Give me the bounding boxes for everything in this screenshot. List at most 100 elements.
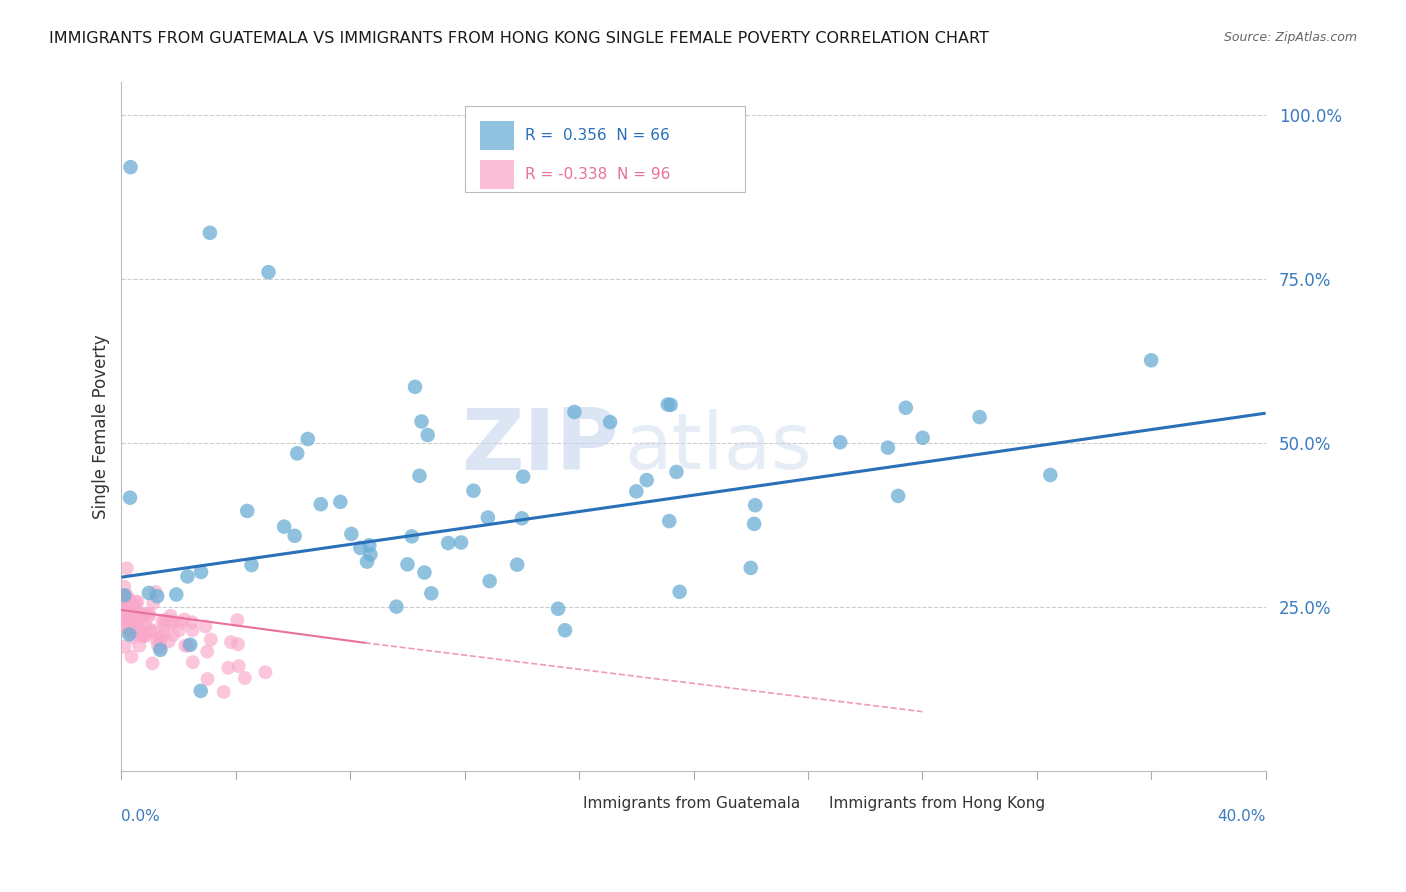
FancyBboxPatch shape	[465, 106, 745, 192]
Point	[115, 561, 138, 575]
Point	[112, 620, 135, 634]
Text: R =  0.356  N = 66: R = 0.356 N = 66	[526, 128, 671, 143]
Point	[157, 634, 180, 648]
Point	[118, 599, 141, 614]
Point	[385, 599, 408, 614]
Point	[115, 610, 138, 624]
Point	[636, 473, 658, 487]
Point	[125, 621, 148, 635]
Point	[830, 435, 852, 450]
Point	[181, 623, 204, 637]
Point	[114, 601, 136, 615]
Point	[359, 547, 381, 561]
Point	[665, 465, 688, 479]
Point	[506, 558, 529, 572]
Point	[120, 614, 142, 628]
Point	[554, 624, 576, 638]
Point	[115, 589, 138, 603]
Point	[181, 615, 204, 630]
Bar	[479, 160, 513, 189]
Point	[657, 397, 679, 411]
Point	[159, 608, 181, 623]
Point	[148, 632, 170, 646]
Point	[134, 629, 156, 643]
Point	[121, 621, 143, 635]
Point	[125, 606, 148, 620]
Point	[125, 621, 148, 635]
Point	[112, 617, 135, 632]
Text: atlas: atlas	[624, 409, 813, 485]
Point	[120, 625, 142, 640]
Point	[120, 615, 142, 629]
Point	[626, 484, 648, 499]
Point	[120, 606, 142, 620]
Text: IMMIGRANTS FROM GUATEMALA VS IMMIGRANTS FROM HONG KONG SINGLE FEMALE POVERTY COR: IMMIGRANTS FROM GUATEMALA VS IMMIGRANTS …	[49, 31, 988, 46]
Point	[150, 614, 173, 628]
Point	[740, 561, 762, 575]
Point	[411, 415, 433, 429]
Point	[396, 558, 419, 572]
Text: Immigrants from Guatemala: Immigrants from Guatemala	[582, 797, 800, 811]
Point	[162, 628, 184, 642]
Bar	[479, 121, 513, 150]
Point	[138, 607, 160, 621]
Point	[911, 431, 934, 445]
Point	[179, 638, 201, 652]
Point	[477, 510, 499, 524]
Point	[112, 590, 135, 604]
Point	[236, 504, 259, 518]
Point	[120, 598, 142, 612]
Point	[155, 613, 177, 627]
Text: ZIP: ZIP	[461, 406, 619, 489]
Point	[138, 586, 160, 600]
Text: R = -0.338  N = 96: R = -0.338 N = 96	[526, 167, 671, 182]
Point	[195, 644, 218, 658]
Point	[118, 593, 141, 607]
Point	[478, 574, 501, 588]
Point	[401, 529, 423, 543]
Point	[120, 616, 142, 631]
Point	[125, 596, 148, 610]
Point	[181, 655, 204, 669]
Point	[173, 613, 195, 627]
Point	[149, 640, 172, 655]
Point	[284, 529, 307, 543]
Point	[129, 607, 152, 621]
Point	[177, 639, 200, 653]
Point	[742, 516, 765, 531]
Point	[340, 527, 363, 541]
Point	[413, 566, 436, 580]
Point	[153, 626, 176, 640]
Point	[510, 511, 533, 525]
Point	[894, 401, 917, 415]
Point	[114, 590, 136, 604]
Point	[744, 498, 766, 512]
Point	[254, 665, 277, 680]
Point	[112, 640, 135, 654]
Point	[135, 619, 157, 633]
Point	[416, 428, 439, 442]
Point	[120, 649, 142, 664]
Point	[969, 410, 991, 425]
Point	[226, 637, 249, 651]
Point	[115, 599, 138, 613]
Point	[118, 623, 141, 637]
Point	[121, 631, 143, 645]
Point	[190, 565, 212, 579]
Text: 0.0%: 0.0%	[121, 808, 160, 823]
Point	[309, 497, 332, 511]
Point	[131, 625, 153, 640]
Point	[658, 514, 681, 528]
Point	[150, 629, 173, 643]
Point	[131, 629, 153, 643]
Point	[112, 589, 135, 603]
Bar	[796, 794, 821, 814]
Point	[212, 685, 235, 699]
Point	[420, 586, 443, 600]
Point	[176, 569, 198, 583]
Point	[162, 615, 184, 630]
Point	[142, 596, 165, 610]
Point	[463, 483, 485, 498]
Point	[141, 657, 163, 671]
Point	[112, 588, 135, 602]
